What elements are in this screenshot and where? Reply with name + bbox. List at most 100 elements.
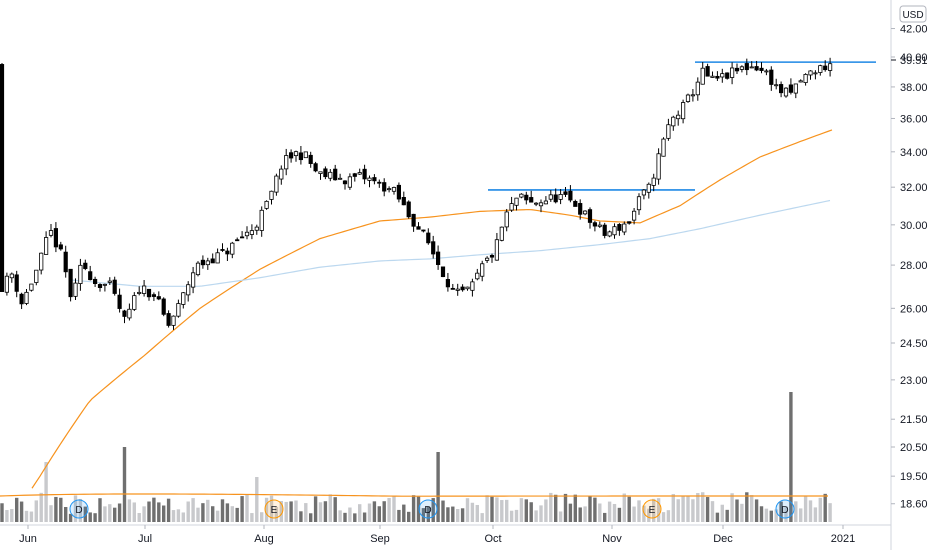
- volume-bar: [725, 509, 729, 522]
- candle: [690, 89, 696, 102]
- volume-bar: [730, 493, 734, 522]
- candle: [112, 276, 117, 296]
- volume-bar: [98, 498, 102, 522]
- candle: [509, 196, 514, 212]
- volume-bar: [235, 507, 239, 522]
- y-axis-ticks[interactable]: 42.00 40.00 38.00 36.00 34.00 32.00 30.00 28.00…: [891, 24, 928, 511]
- candle: [391, 186, 397, 195]
- volume-bar: [83, 506, 87, 522]
- volume-bar: [661, 512, 666, 522]
- volume-bar: [166, 498, 171, 522]
- marker-circle: [775, 499, 795, 519]
- candle-body: [617, 224, 622, 231]
- candle: [347, 173, 353, 190]
- candle: [269, 190, 274, 205]
- candle: [739, 65, 745, 73]
- candle-body: [769, 69, 774, 85]
- volume-bar: [196, 507, 200, 522]
- dividend-marker[interactable]: D: [69, 499, 89, 519]
- volume-bar: [64, 507, 68, 522]
- candle: [181, 292, 186, 309]
- candle: [382, 178, 387, 197]
- candle: [641, 189, 647, 200]
- volume-bar: [93, 513, 97, 522]
- x-tick-label: Jul: [138, 533, 152, 545]
- volume-bar: [808, 500, 813, 522]
- candle-body: [24, 291, 29, 304]
- candle: [445, 272, 451, 292]
- candle: [671, 115, 676, 131]
- marker-circle: [418, 499, 438, 519]
- candle-body: [102, 283, 107, 286]
- candle-body: [386, 188, 392, 191]
- candle: [612, 223, 617, 239]
- volume-bar: [529, 502, 533, 522]
- volume-bar: [652, 498, 656, 522]
- y-tick-label: 26.00: [900, 303, 928, 315]
- volume-bar: [647, 508, 651, 522]
- x-tick-label: Sep: [370, 533, 390, 545]
- candle: [274, 173, 279, 196]
- candle: [156, 291, 161, 301]
- candle: [764, 68, 769, 76]
- candle: [362, 164, 367, 185]
- currency-badge[interactable]: USD: [899, 5, 927, 23]
- candle-body: [573, 200, 578, 207]
- candle-body: [97, 284, 103, 288]
- candle: [127, 303, 132, 321]
- candle: [769, 66, 774, 91]
- volume-bar: [617, 507, 622, 522]
- volume-bar: [73, 495, 78, 522]
- candle-body: [318, 171, 323, 174]
- candle-body: [563, 191, 568, 195]
- candle-body: [509, 203, 514, 211]
- candle: [411, 213, 416, 232]
- axes: [0, 0, 892, 550]
- candle-body: [288, 152, 294, 159]
- earnings-marker[interactable]: E: [264, 499, 284, 519]
- x-axis-ticks[interactable]: Jun Jul Aug Sep Oct Nov Dec 2021: [19, 525, 855, 545]
- volume-bar: [436, 452, 440, 522]
- candle: [102, 283, 107, 292]
- volume-bar: [676, 499, 680, 522]
- volume-bar: [113, 507, 117, 522]
- candle: [53, 222, 59, 253]
- volume-bar: [823, 493, 827, 522]
- candle-body: [803, 74, 808, 83]
- candle-body: [798, 80, 803, 83]
- dividend-marker[interactable]: D: [775, 499, 795, 519]
- candle: [676, 110, 681, 126]
- candle-body: [279, 168, 284, 180]
- candle: [622, 221, 627, 236]
- volume-bar: [54, 496, 58, 522]
- volume-bar: [588, 495, 592, 522]
- candle-body: [793, 83, 798, 94]
- last-price-marker: 39.51: [891, 55, 928, 67]
- candle: [685, 93, 691, 103]
- candle: [754, 60, 759, 72]
- volume-bar: [534, 510, 538, 522]
- candle-body: [274, 175, 279, 193]
- candle-body: [715, 75, 720, 79]
- candle-body: [259, 209, 264, 231]
- candle: [460, 284, 465, 292]
- volume-bar: [34, 500, 38, 522]
- volume-bar: [348, 507, 352, 522]
- volume-bar: [191, 498, 195, 522]
- candle: [313, 161, 318, 173]
- volume-bar: [563, 493, 568, 522]
- candle-body: [323, 168, 328, 178]
- candle: [700, 62, 705, 85]
- earnings-marker[interactable]: E: [642, 499, 662, 519]
- volume-bar: [387, 498, 391, 522]
- currency-badge-box: [899, 5, 927, 23]
- candle: [421, 229, 426, 233]
- volume-bar: [495, 497, 499, 522]
- candle: [284, 148, 289, 176]
- dividend-marker[interactable]: D: [418, 499, 438, 519]
- candle-body: [725, 72, 730, 79]
- candle: [176, 299, 181, 318]
- candle: [386, 186, 392, 193]
